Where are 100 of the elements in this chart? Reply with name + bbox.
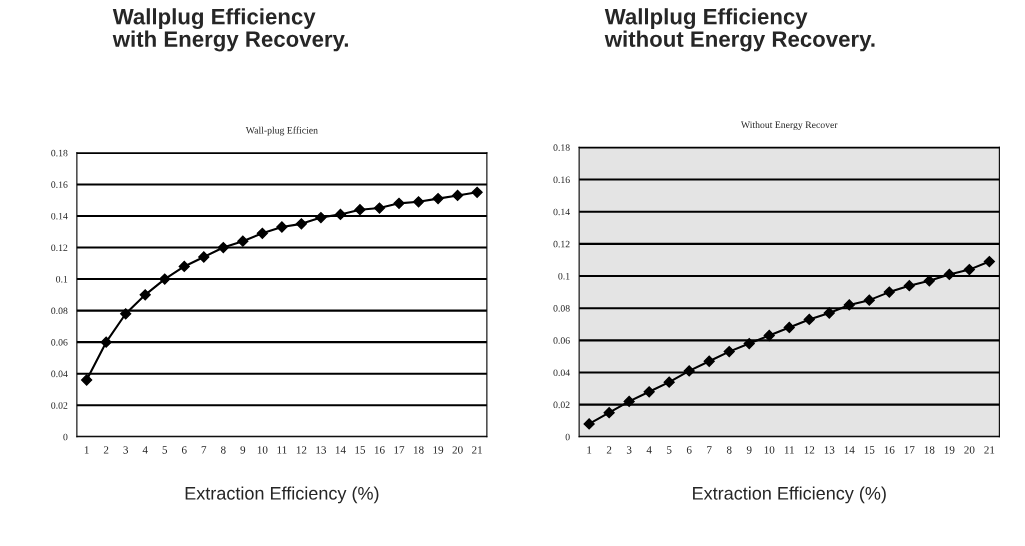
- x-tick-label: 10: [764, 446, 775, 454]
- y-tick-label: 0: [63, 433, 68, 441]
- x-tick-label: 12: [804, 446, 815, 454]
- point: [783, 321, 795, 334]
- x-tick-label: 1: [587, 446, 592, 454]
- x-tick-label: 19: [944, 446, 955, 454]
- point: [81, 374, 93, 386]
- y-tick-label: 0.1: [56, 275, 68, 283]
- point: [723, 345, 735, 358]
- x-tick-label: 17: [394, 446, 405, 454]
- point: [256, 227, 268, 239]
- y-tick-label: 0.1: [558, 272, 570, 280]
- point: [803, 313, 815, 326]
- point: [763, 329, 775, 342]
- point: [451, 189, 464, 202]
- point: [471, 186, 483, 198]
- point: [903, 280, 915, 292]
- point: [334, 208, 347, 221]
- x-tick-label: 4: [646, 446, 652, 454]
- point: [120, 308, 132, 320]
- chart-subtitle: Without Energy Recover: [740, 121, 838, 131]
- point: [276, 221, 288, 233]
- x-tick-label: 10: [257, 446, 268, 454]
- point: [643, 386, 655, 398]
- point: [623, 395, 635, 408]
- y-tick-label: 0.08: [51, 307, 68, 315]
- x-tick-label: 6: [686, 446, 692, 454]
- point: [603, 407, 615, 419]
- y-tick-label: 0.18: [553, 144, 570, 151]
- y-tick-label: 0.08: [553, 305, 570, 312]
- y-tick-label: 0.12: [553, 240, 570, 248]
- y-tick-label: 0.06: [553, 337, 570, 344]
- point: [198, 251, 210, 263]
- x-tick-label: 7: [707, 446, 712, 454]
- chart-title: Wallplug Efficiency without Energy Recovery.: [604, 8, 875, 52]
- x-tick-label: 14: [844, 446, 855, 454]
- x-tick-label: 20: [964, 446, 975, 454]
- point: [393, 197, 405, 209]
- y-tick-label: 0.16: [553, 176, 570, 184]
- x-tick-label: 19: [433, 446, 444, 454]
- x-tick-label: 5: [162, 446, 168, 454]
- x-tick-label: 14: [335, 446, 346, 454]
- x-tick-label: 3: [626, 446, 632, 454]
- point: [883, 286, 895, 298]
- point: [963, 263, 975, 276]
- point: [295, 218, 308, 230]
- x-tick-label: 16: [374, 446, 385, 454]
- x-tick-label: 11: [277, 446, 287, 454]
- point: [683, 365, 695, 377]
- x-tick-label: 21: [984, 446, 995, 454]
- point: [943, 268, 955, 281]
- y-tick-label: 0.04: [51, 370, 68, 378]
- x-tick-label: 3: [123, 446, 129, 454]
- point: [354, 204, 366, 216]
- y-tick-label: 0.14: [51, 212, 68, 220]
- point: [237, 235, 249, 247]
- y-tick-label: 0.06: [51, 339, 68, 346]
- x-axis-title: Extraction Efficiency (%): [693, 486, 886, 504]
- chart-title: Wallplug Efficiency with Energy Recovery.: [112, 8, 348, 52]
- point: [843, 299, 855, 311]
- y-tick-label: 0.02: [553, 401, 570, 409]
- point: [412, 196, 425, 208]
- point: [139, 289, 151, 301]
- point: [432, 193, 444, 205]
- x-tick-label: 15: [355, 446, 366, 454]
- x-tick-label: 15: [864, 446, 875, 454]
- y-tick-label: 0.16: [51, 181, 68, 188]
- y-tick-label: 0.14: [553, 208, 570, 216]
- point: [583, 418, 595, 430]
- point: [100, 336, 112, 348]
- x-tick-label: 9: [240, 446, 246, 454]
- x-tick-label: 13: [316, 446, 327, 454]
- x-tick-label: 8: [220, 446, 226, 454]
- point: [663, 376, 675, 388]
- x-tick-label: 11: [784, 446, 794, 454]
- x-axis-title: Extraction Efficiency (%): [185, 486, 379, 504]
- x-tick-label: 16: [884, 446, 895, 454]
- x-tick-label: 12: [296, 446, 307, 454]
- x-tick-label: 2: [103, 446, 109, 454]
- point: [315, 211, 327, 224]
- x-tick-label: 4: [142, 446, 148, 454]
- point: [373, 202, 386, 214]
- y-tick-label: 0.12: [51, 244, 68, 252]
- point: [823, 307, 835, 319]
- x-tick-label: 18: [413, 446, 424, 454]
- point: [743, 337, 755, 350]
- x-tick-label: 6: [181, 446, 187, 454]
- point: [217, 241, 229, 254]
- y-tick-label: 0.18: [51, 149, 68, 157]
- x-tick-label: 7: [201, 446, 207, 454]
- point: [159, 273, 171, 285]
- x-tick-label: 5: [667, 446, 672, 454]
- point: [178, 260, 190, 273]
- x-tick-label: 17: [904, 446, 915, 454]
- point: [863, 294, 875, 306]
- x-tick-label: 1: [84, 446, 89, 454]
- x-tick-label: 20: [452, 446, 463, 454]
- x-tick-label: 18: [924, 446, 935, 454]
- x-tick-label: 2: [606, 446, 612, 454]
- y-tick-label: 0.02: [51, 402, 68, 409]
